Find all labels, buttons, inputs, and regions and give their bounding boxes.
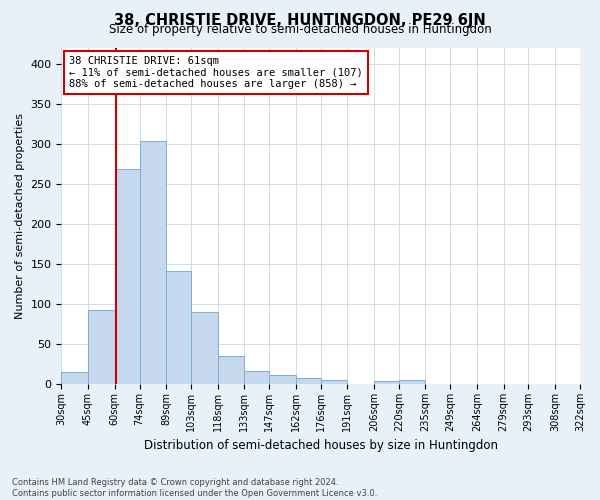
Bar: [296, 378, 321, 384]
Bar: [61, 372, 88, 384]
Bar: [269, 376, 296, 384]
Bar: [88, 310, 115, 384]
Bar: [166, 271, 191, 384]
X-axis label: Distribution of semi-detached houses by size in Huntingdon: Distribution of semi-detached houses by …: [144, 440, 498, 452]
Text: 38, CHRISTIE DRIVE, HUNTINGDON, PE29 6JN: 38, CHRISTIE DRIVE, HUNTINGDON, PE29 6JN: [114, 12, 486, 28]
Text: Contains HM Land Registry data © Crown copyright and database right 2024.
Contai: Contains HM Land Registry data © Crown c…: [12, 478, 377, 498]
Bar: [374, 381, 399, 384]
Text: Size of property relative to semi-detached houses in Huntingdon: Size of property relative to semi-detach…: [109, 22, 491, 36]
Bar: [115, 170, 140, 384]
Bar: [218, 356, 244, 384]
Bar: [399, 380, 425, 384]
Bar: [140, 142, 166, 384]
Bar: [321, 380, 347, 384]
Text: 38 CHRISTIE DRIVE: 61sqm
← 11% of semi-detached houses are smaller (107)
88% of : 38 CHRISTIE DRIVE: 61sqm ← 11% of semi-d…: [69, 56, 363, 89]
Bar: [244, 370, 269, 384]
Bar: [191, 312, 218, 384]
Y-axis label: Number of semi-detached properties: Number of semi-detached properties: [15, 113, 25, 319]
